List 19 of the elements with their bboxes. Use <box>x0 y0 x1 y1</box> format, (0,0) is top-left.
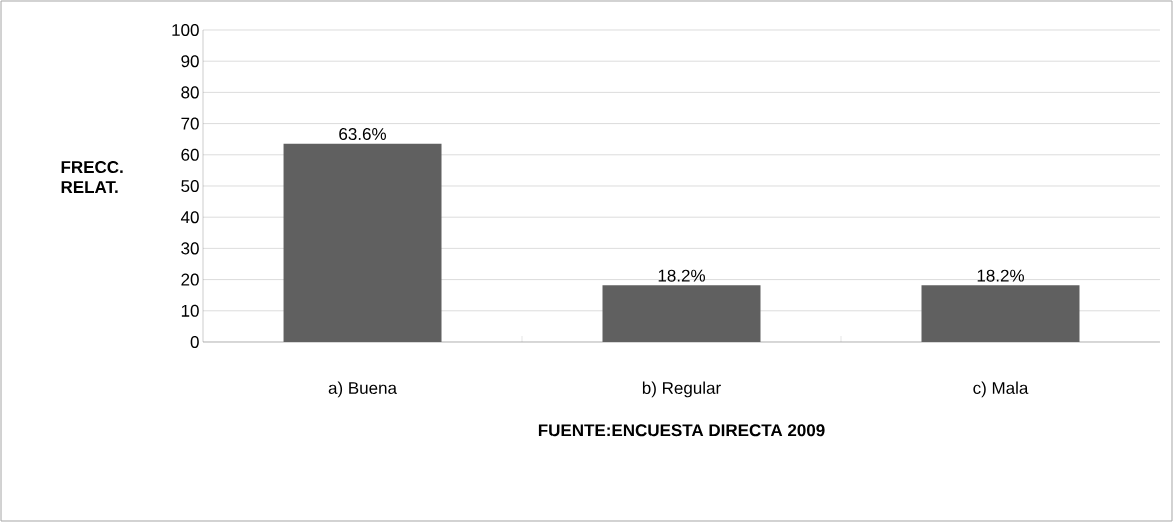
x-axis-title: FUENTE:ENCUESTA DIRECTA 2009 <box>538 424 825 437</box>
y-tick-label: 60 <box>181 148 199 161</box>
y-tick-label: 70 <box>181 117 199 130</box>
y-tick-label: 40 <box>180 211 199 224</box>
x-tick-label: c) Mala <box>973 381 1029 398</box>
data-label: 63.6% <box>339 127 386 141</box>
y-axis-title: FRECC. RELAT. <box>61 161 123 193</box>
y-tick-label: 0 <box>190 335 199 349</box>
x-tick-label: b) Regular <box>642 381 721 398</box>
y-tick-label: 20 <box>181 273 199 286</box>
data-label: 18.2% <box>658 269 705 282</box>
y-tick-label: 100 <box>172 23 199 37</box>
x-tick-label: a) Buena <box>328 381 397 398</box>
y-tick-label: 90 <box>181 55 199 68</box>
y-tick-label: 10 <box>181 304 199 317</box>
y-tick-label: 80 <box>181 86 199 99</box>
data-label: 18.2% <box>977 269 1024 282</box>
y-tick-label: 30 <box>181 242 199 255</box>
y-tick-label: 50 <box>181 179 199 193</box>
